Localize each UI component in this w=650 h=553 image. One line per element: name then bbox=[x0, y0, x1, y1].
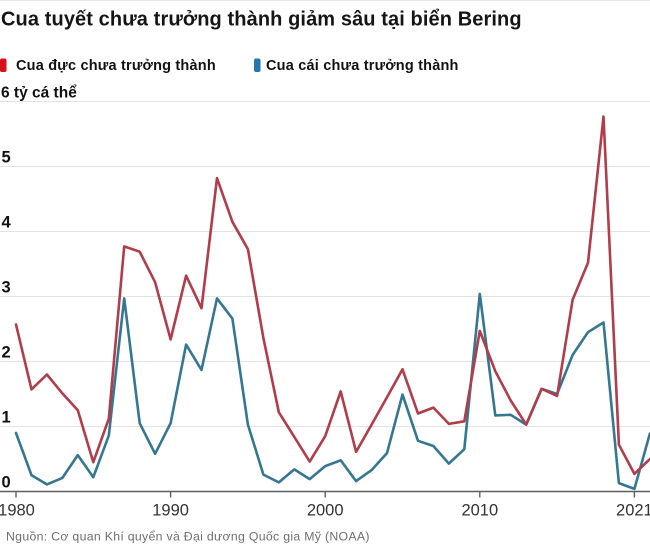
svg-text:1990: 1990 bbox=[152, 502, 189, 520]
svg-text:Nguồn: Cơ quan Khí quyển và Đạ: Nguồn: Cơ quan Khí quyển và Đại dương Qu… bbox=[6, 530, 370, 544]
svg-text:1: 1 bbox=[2, 409, 11, 427]
svg-text:4: 4 bbox=[2, 214, 12, 232]
svg-text:Cua đực chưa trưởng thành: Cua đực chưa trưởng thành bbox=[16, 58, 216, 74]
svg-text:2021: 2021 bbox=[616, 502, 650, 520]
svg-text:6 tỷ cá thể: 6 tỷ cá thể bbox=[1, 85, 77, 102]
svg-text:3: 3 bbox=[2, 279, 11, 297]
svg-text:2: 2 bbox=[2, 344, 11, 362]
svg-text:Cua cái chưa trưởng thành: Cua cái chưa trưởng thành bbox=[266, 58, 459, 74]
svg-text:5: 5 bbox=[2, 149, 11, 167]
svg-text:2010: 2010 bbox=[461, 502, 498, 520]
svg-text:1980: 1980 bbox=[0, 502, 35, 520]
svg-text:2000: 2000 bbox=[307, 502, 344, 520]
svg-text:Cua tuyết chưa trưởng thành gi: Cua tuyết chưa trưởng thành giảm sâu tại… bbox=[1, 9, 522, 31]
svg-text:0: 0 bbox=[2, 474, 11, 492]
